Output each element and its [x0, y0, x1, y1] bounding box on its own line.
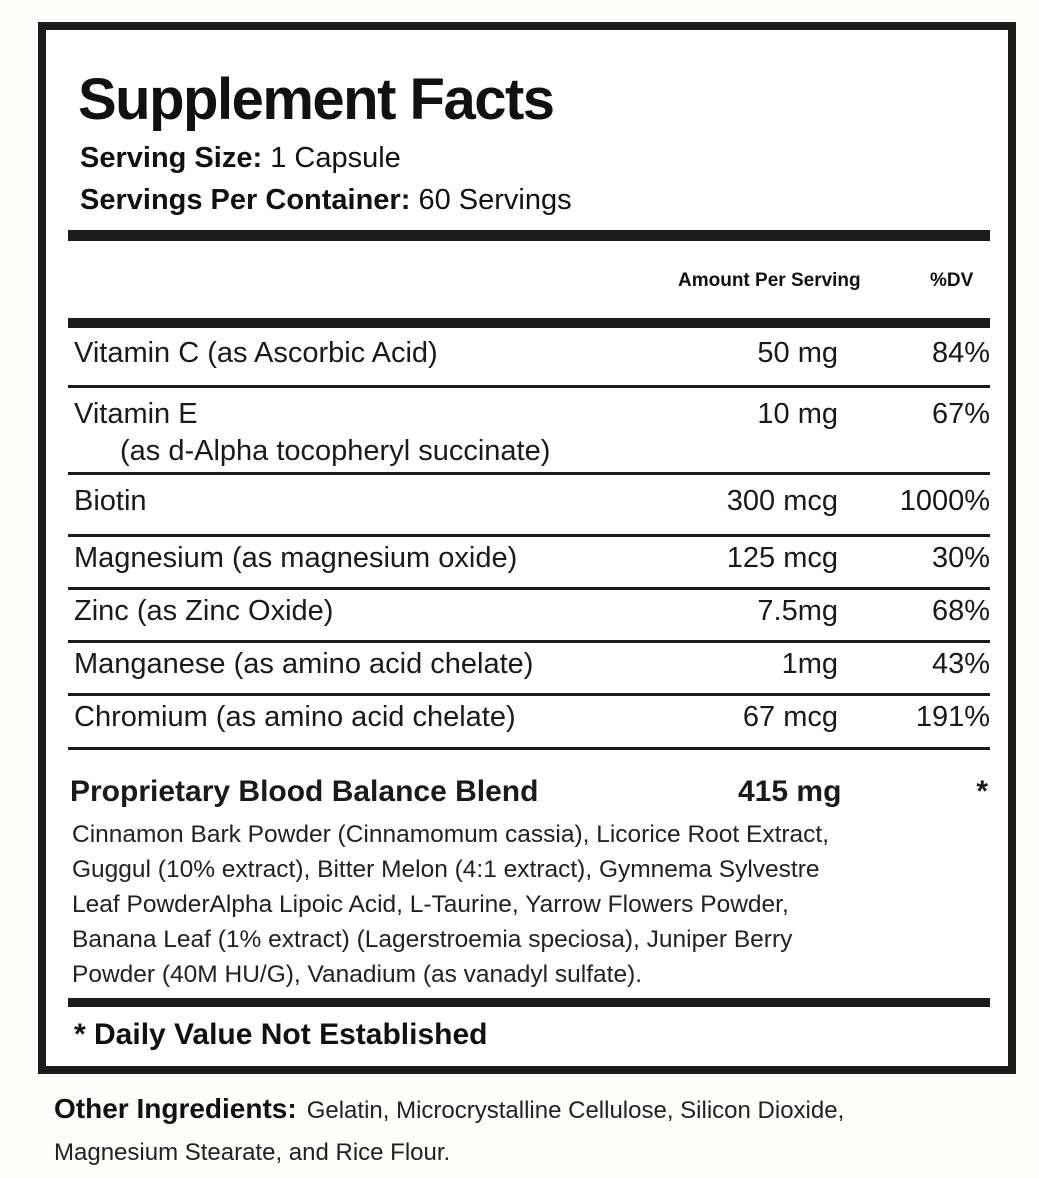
nutrient-row: Vitamin E (as d-Alpha tocopheryl succinat… — [68, 388, 990, 475]
blend-line: Leaf PowderAlpha Lipoic Acid, L-Taurine,… — [72, 891, 789, 918]
nutrient-name: Vitamin E — [74, 398, 198, 430]
other-ingredients-label: Other Ingredients: — [54, 1093, 297, 1124]
panel-title: Supplement Facts — [78, 67, 555, 132]
blend-line: Banana Leaf (1% extract) (Lagerstroemia … — [72, 926, 793, 953]
other-ingredients-line: Magnesium Stearate, and Rice Flour. — [54, 1139, 451, 1166]
footnote: * Daily Value Not Established — [74, 1018, 488, 1051]
nutrient-dv: 67% — [931, 398, 990, 430]
nutrient-row: Vitamin C (as Ascorbic Acid) 50 mg 84% — [68, 327, 990, 388]
nutrient-row: Biotin 300 mcg 1000% — [68, 475, 990, 537]
blend-line: Cinnamon Bark Powder (Cinnamomum cassia)… — [72, 821, 830, 848]
nutrient-amount: 50 mg — [757, 337, 838, 369]
blend-ingredients: Cinnamon Bark Powder (Cinnamomum cassia)… — [72, 817, 829, 992]
header-amount: Amount Per Serving — [678, 270, 861, 291]
nutrient-name: Vitamin C (as Ascorbic Acid) — [74, 337, 438, 369]
blend-name: Proprietary Blood Balance Blend — [70, 775, 539, 808]
nutrient-dv: 84% — [931, 337, 990, 369]
header-dv: %DV — [930, 270, 974, 291]
nutrient-amount: 10 mg — [757, 398, 838, 430]
thick-divider — [68, 318, 990, 328]
nutrient-row: Manganese (as amino acid chelate) 1mg 43% — [68, 643, 990, 696]
thick-divider — [68, 998, 990, 1007]
nutrient-name: Zinc (as Zinc Oxide) — [74, 595, 334, 627]
blend-amount: 415 mg — [738, 775, 842, 808]
nutrient-dv: 191% — [915, 701, 990, 733]
nutrient-dv: 43% — [931, 648, 990, 680]
other-ingredients-line: Gelatin, Microcrystalline Cellulose, Sil… — [306, 1097, 845, 1124]
nutrient-amount: 1mg — [781, 648, 838, 680]
nutrient-amount: 67 mcg — [742, 701, 838, 733]
serving-size-value: 1 Capsule — [270, 142, 401, 174]
nutrient-amount: 7.5mg — [757, 595, 838, 627]
nutrient-source: (as d-Alpha tocopheryl succinate) — [120, 435, 551, 467]
nutrient-row: Chromium (as amino acid chelate) 67 mcg 19… — [68, 696, 990, 750]
nutrient-dv: 68% — [931, 595, 990, 627]
nutrient-dv: 1000% — [899, 485, 990, 517]
nutrient-row: Magnesium (as magnesium oxide) 125 mcg 30% — [68, 537, 990, 590]
thick-divider — [68, 230, 990, 241]
serving-size-label: Serving Size: — [80, 142, 263, 174]
supplement-facts-panel: Supplement Facts Serving Size: 1 Capsule… — [38, 22, 1016, 1074]
servings-per-container-value: 60 Servings — [418, 184, 572, 216]
serving-size: Serving Size: 1 Capsule — [80, 142, 401, 175]
nutrient-name: Biotin — [74, 485, 147, 517]
blend-dv: * — [976, 775, 988, 808]
servings-per-container-label: Servings Per Container: — [80, 184, 411, 216]
nutrient-amount: 300 mcg — [726, 485, 838, 517]
blend-line: Powder (40M HU/G), Vanadium (as vanadyl … — [72, 961, 643, 988]
servings-per-container: Servings Per Container: 60 Servings — [80, 184, 572, 217]
nutrient-name: Chromium (as amino acid chelate) — [74, 701, 516, 733]
nutrient-row: Zinc (as Zinc Oxide) 7.5mg 68% — [68, 590, 990, 643]
nutrient-name: Magnesium (as magnesium oxide) — [74, 542, 518, 574]
nutrient-name: Manganese (as amino acid chelate) — [74, 648, 534, 680]
nutrient-amount: 125 mcg — [726, 542, 838, 574]
other-ingredients: Other Ingredients: Gelatin, Microcrystall… — [54, 1088, 844, 1174]
blend-line: Guggul (10% extract), Bitter Melon (4:1 … — [72, 856, 820, 883]
nutrient-dv: 30% — [931, 542, 990, 574]
nutrient-rows: Vitamin C (as Ascorbic Acid) 50 mg 84% Vit… — [68, 327, 990, 750]
